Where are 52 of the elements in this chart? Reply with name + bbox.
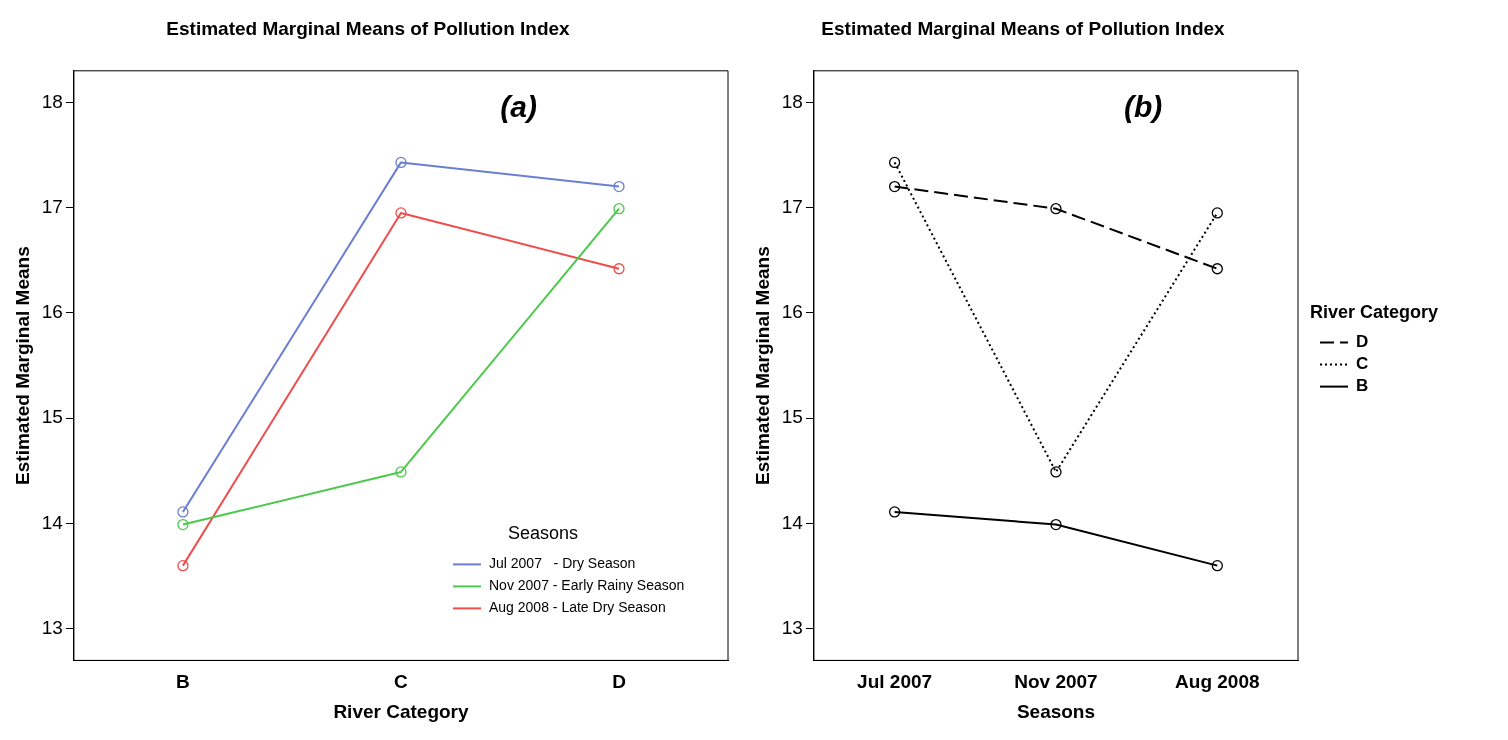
point — [1211, 559, 1223, 572]
x-tick-label: B — [176, 671, 190, 693]
y-tick-label: 18 — [781, 90, 803, 112]
y-tick-label: 13 — [781, 617, 803, 639]
y-tick-label: 16 — [781, 301, 803, 323]
x-tick-label: Jul 2007 — [857, 671, 933, 693]
point — [613, 180, 625, 193]
y-tick-label: 15 — [41, 406, 63, 428]
point — [177, 559, 189, 572]
y-tick-label: 14 — [781, 511, 804, 533]
point — [888, 506, 901, 518]
legend-title: Seasons — [507, 523, 579, 544]
y-tick-label: 18 — [41, 90, 63, 112]
x-tick-label: Aug 2008 — [1175, 671, 1260, 693]
point — [395, 207, 407, 219]
chart-title: Estimated Marginal Means of Pollution Index — [166, 17, 571, 39]
point — [177, 518, 189, 531]
y-tick-label: 17 — [781, 195, 803, 217]
y-tick-label: 17 — [41, 195, 63, 217]
x-tick-label: Nov 2007 — [1014, 671, 1098, 693]
x-tick-label: C — [394, 671, 409, 693]
y-axis-title: Estimated Marginal Means — [11, 246, 33, 485]
legend-label: B — [1356, 376, 1369, 396]
y-tick-label: 16 — [41, 301, 63, 323]
legend-title: River Category — [1310, 301, 1439, 322]
chart-title: Estimated Marginal Means of Pollution Index — [821, 17, 1226, 39]
point — [395, 466, 407, 478]
point — [1050, 466, 1062, 478]
point — [1050, 203, 1062, 215]
y-axis-title: Estimated Marginal Means — [751, 246, 773, 485]
legend-label: D — [1356, 332, 1369, 352]
point — [1211, 263, 1223, 275]
x-axis-title: River Category — [333, 700, 469, 722]
legend-label: Aug 2008 - Late Dry Season — [489, 599, 666, 616]
point — [395, 156, 407, 169]
point — [613, 203, 625, 215]
y-tick-label: 13 — [41, 617, 63, 639]
legend-label: Jul 2007 - Dry Season — [489, 555, 636, 572]
point — [177, 506, 189, 518]
point — [888, 156, 901, 169]
legend-label: Nov 2007 - Early Rainy Season — [489, 577, 685, 594]
legend-label: C — [1356, 354, 1369, 374]
annotation: (b) — [1123, 90, 1163, 124]
y-tick-label: 15 — [781, 406, 803, 428]
point — [888, 180, 901, 193]
annotation: (a) — [500, 90, 538, 124]
point — [1211, 207, 1223, 219]
y-tick-label: 14 — [41, 511, 64, 533]
x-axis-title: Seasons — [1016, 700, 1096, 722]
point — [1050, 518, 1062, 531]
point — [613, 263, 625, 275]
x-tick-label: D — [612, 671, 626, 693]
